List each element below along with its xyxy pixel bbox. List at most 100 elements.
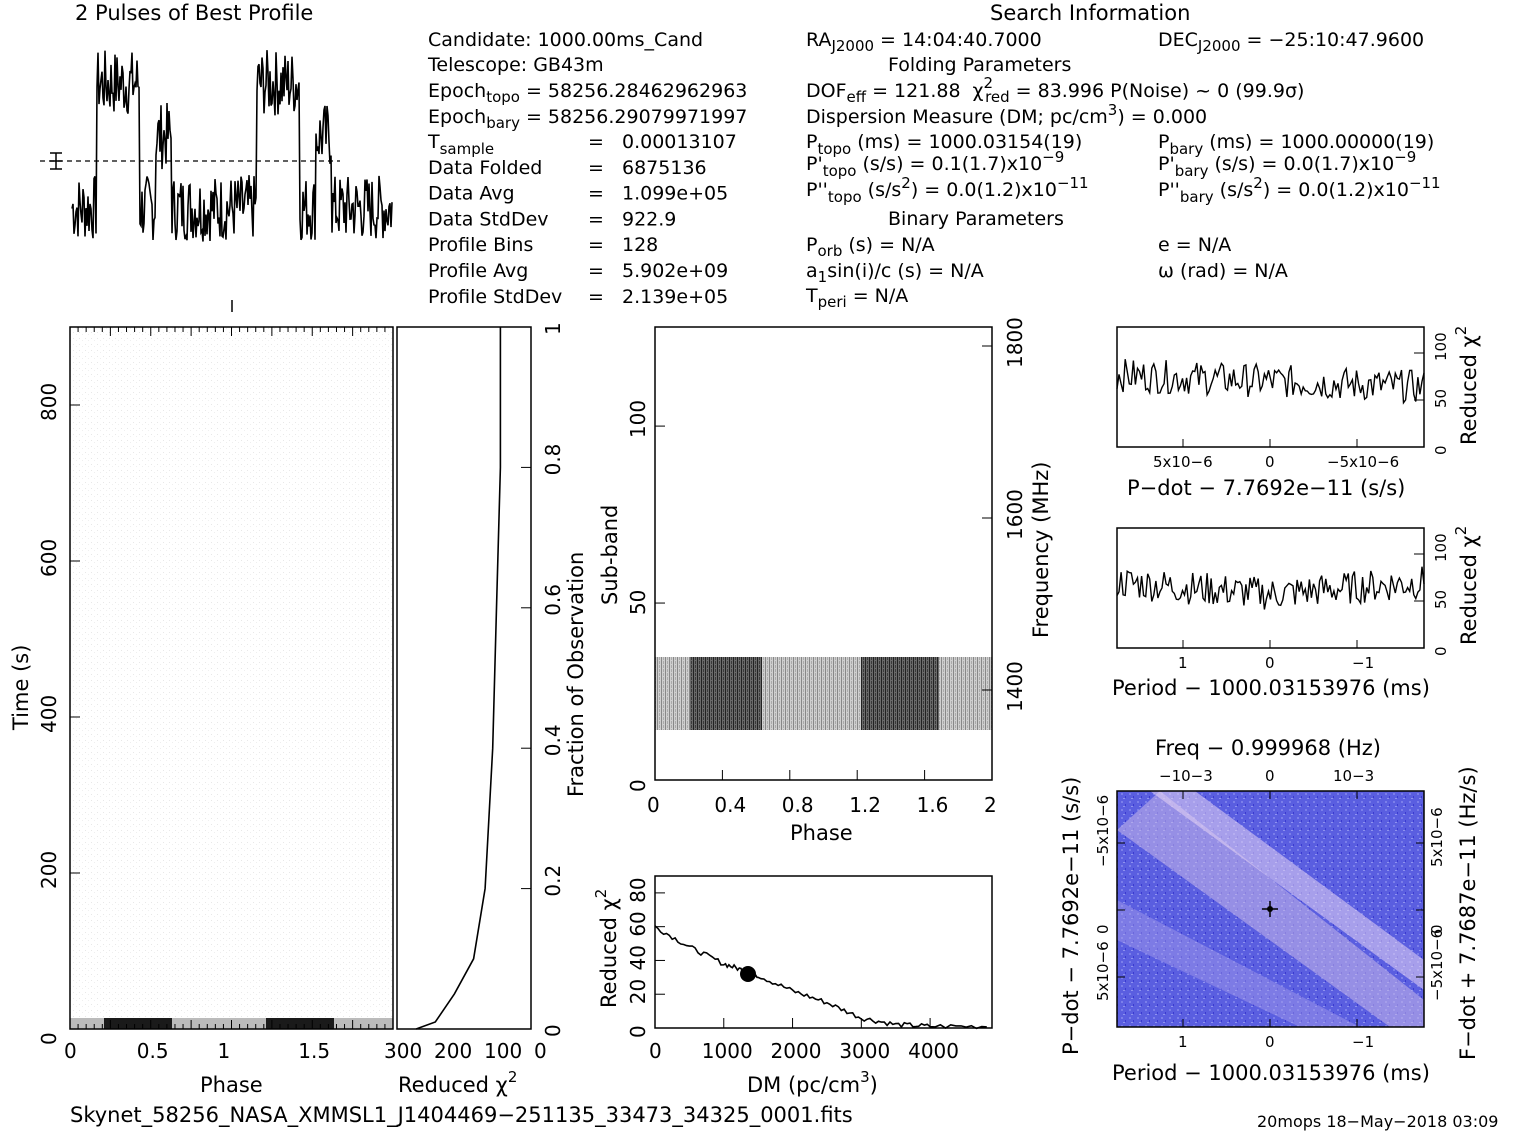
y-tick-label: 0 bbox=[626, 1025, 650, 1038]
y-tick-label: 400 bbox=[37, 695, 61, 733]
info-epoch-topo: Epochtopo = 58256.28462962963 bbox=[428, 80, 747, 106]
info-row-eq: = bbox=[588, 157, 604, 179]
search-info-title: Search Information bbox=[990, 1, 1190, 25]
search-tperi: Tperi = N/A bbox=[805, 285, 908, 311]
binary-params-title: Binary Parameters bbox=[888, 208, 1064, 230]
search-dof-chi: DOFeff = 121.88 χ2 red = 83.996 P(Noise) ~ 0… bbox=[806, 74, 1304, 106]
info-row-label: Data Folded bbox=[428, 157, 542, 179]
frequency-axis-label: Frequency (MHz) bbox=[1029, 462, 1053, 638]
y-tick-label: −5x10−6 bbox=[1094, 795, 1112, 867]
search-pddot-bary: P''bary (s/s2) = 0.0(1.2)x10−11 bbox=[1158, 174, 1441, 206]
x-tick-label: 0.8 bbox=[782, 793, 814, 817]
info-row-eq: = bbox=[588, 286, 604, 308]
period-chi-ticks: 1 0 −1 0 50 100 bbox=[1178, 533, 1450, 672]
y2-tick-label: 1600 bbox=[1003, 489, 1027, 540]
search-dm: Dispersion Measure (DM; pc/cm3) = 0.000 bbox=[806, 101, 1207, 128]
x-tick-label: 0.5 bbox=[137, 1039, 169, 1063]
x-tick-label: 200 bbox=[434, 1039, 472, 1063]
info-telescope: Telescope: GB43m bbox=[427, 54, 604, 76]
period-chi-panel: 1 0 −1 0 50 100 bbox=[1116, 527, 1450, 672]
y-tick-label: 20 bbox=[626, 979, 650, 1004]
info-row-label: Data Avg bbox=[428, 183, 515, 205]
dm-ticks: 0 1000 2000 3000 4000 0 20 40 60 80 bbox=[626, 877, 959, 1063]
y-tick-label: 800 bbox=[37, 383, 61, 421]
reduced-chi-axis-label: Reduced χ2 bbox=[398, 1068, 517, 1097]
info-tsample: Tsample bbox=[427, 131, 494, 158]
chi-fraction-ticks: 300 200 100 0 0 0.2 0.4 0.6 0.8 1 bbox=[384, 322, 565, 1063]
x-tick-label: −1 bbox=[1352, 654, 1374, 672]
search-ptopo: Ptopo (ms) = 1000.03154(19) bbox=[806, 131, 1082, 158]
dm-frame bbox=[654, 875, 993, 1029]
time-phase-pulse-2 bbox=[266, 1018, 334, 1029]
info-row-label: Profile Avg bbox=[428, 260, 528, 282]
y-tick-label: 40 bbox=[626, 945, 650, 970]
y2-tick-label: −5x10−6 bbox=[1428, 929, 1446, 1001]
pdot-chi-panel: 5x10−6 0 −5x10−6 0 50 100 bbox=[1116, 326, 1450, 471]
period-chi-curve bbox=[1116, 566, 1425, 610]
profile-errorbar bbox=[50, 152, 62, 170]
info-row-value: 6875136 bbox=[622, 157, 707, 179]
y-tick-label: 0 bbox=[1094, 924, 1112, 934]
x-tick-label: 1.6 bbox=[917, 793, 949, 817]
search-pbary: Pbary (ms) = 1000.00000(19) bbox=[1158, 131, 1434, 158]
subband-pulse-1 bbox=[690, 657, 762, 730]
y-tick-label: 0 bbox=[1432, 445, 1450, 455]
search-asini: a1sin(i)/c (s) = N/A bbox=[806, 260, 984, 286]
period-axis-label-2: Period − 1000.03153976 (ms) bbox=[1112, 1061, 1430, 1085]
y-tick-label: 200 bbox=[37, 851, 61, 889]
x-tick-label: 4000 bbox=[908, 1039, 959, 1063]
chi-fraction-frame bbox=[396, 326, 532, 1030]
pdot-chi-curve bbox=[1116, 359, 1425, 405]
search-omega: ω (rad) = N/A bbox=[1158, 260, 1288, 282]
subband-ticks: 0 0.4 0.8 1.2 1.6 2 0 50 100 1400 1600 1800 bbox=[626, 317, 1027, 817]
info-row-label: Profile StdDev bbox=[428, 286, 562, 308]
y-tick-label: 50 bbox=[626, 590, 650, 615]
info-row-eq: = bbox=[588, 260, 604, 282]
y-tick-label: 0.4 bbox=[541, 724, 565, 756]
y-tick-label: 80 bbox=[626, 877, 650, 902]
fdot-vertical-label: F−dot + 7.7687e−11 (Hz/s) bbox=[1456, 766, 1480, 1060]
info-row-eq: = bbox=[588, 234, 604, 256]
subband-phase-label: Phase bbox=[790, 821, 853, 845]
info-row-value: 128 bbox=[622, 234, 658, 256]
x-tick-label: 1000 bbox=[702, 1039, 753, 1063]
search-pdot-bary: P'bary (s/s) = 0.0(1.7)x10−9 bbox=[1158, 148, 1416, 180]
info-row-eq: = bbox=[588, 183, 604, 205]
y2-tick-label: 1400 bbox=[1003, 661, 1027, 712]
pdot-chi-ticks: 5x10−6 0 −5x10−6 0 50 100 bbox=[1153, 332, 1450, 471]
search-ra: RAJ2000 = 14:04:40.7000 bbox=[806, 29, 1042, 55]
x-tick-label: 0 bbox=[649, 1039, 662, 1063]
x2-tick-label: −10−3 bbox=[1159, 767, 1213, 785]
p-pdot-panel: 1 0 −1−10−3 0 10−3−5x10−605x10−65x10−60−5x10… bbox=[1094, 767, 1446, 1051]
x-tick-label: 100 bbox=[484, 1039, 522, 1063]
y-tick-label: 0.8 bbox=[541, 444, 565, 476]
x-tick-label: 2000 bbox=[771, 1039, 822, 1063]
info-row-eq: = bbox=[588, 131, 604, 153]
y-tick-label: 0.6 bbox=[541, 584, 565, 616]
x-tick-label: 1 bbox=[1178, 1033, 1188, 1051]
y-tick-label: 50 bbox=[1432, 389, 1450, 408]
chi-fraction-curve bbox=[415, 327, 502, 1030]
x-tick-label: 3000 bbox=[839, 1039, 890, 1063]
y-tick-label: 0 bbox=[541, 1024, 565, 1037]
y-tick-label: 0 bbox=[626, 779, 650, 792]
p-pdot-ticks: 1 0 −1−10−3 0 10−3−5x10−605x10−65x10−60−5x10… bbox=[1094, 767, 1446, 1051]
y2-tick-label: 0 bbox=[1428, 924, 1446, 934]
x-tick-label: 1.5 bbox=[298, 1039, 330, 1063]
x-tick-label: 0 bbox=[534, 1039, 547, 1063]
x-tick-label: −5x10−6 bbox=[1327, 453, 1399, 471]
profile-panel bbox=[40, 50, 393, 242]
footer-filename: Skynet_58256_NASA_XMMSL1_J1404469−251135… bbox=[70, 1103, 853, 1128]
x-tick-label: 5x10−6 bbox=[1153, 453, 1213, 471]
profile-curve bbox=[71, 50, 393, 242]
phase-axis-label: Phase bbox=[200, 1073, 263, 1097]
info-row-value: 2.139e+05 bbox=[622, 286, 728, 308]
y-tick-label: 50 bbox=[1432, 590, 1450, 609]
time-phase-image bbox=[70, 327, 393, 1029]
search-pddot-topo: P''topo (s/s2) = 0.0(1.2)x10−11 bbox=[806, 174, 1089, 206]
y-tick-label: 0 bbox=[37, 1032, 61, 1045]
footer-stamp: 20mops 18−May−2018 03:09 bbox=[1257, 1112, 1498, 1131]
search-pdot-topo: P'topo (s/s) = 0.1(1.7)x10−9 bbox=[806, 148, 1064, 180]
candidate-info: Candidate: 1000.00ms_Cand Telescope: GB4… bbox=[427, 29, 747, 308]
x-tick-label: 0 bbox=[1265, 453, 1275, 471]
